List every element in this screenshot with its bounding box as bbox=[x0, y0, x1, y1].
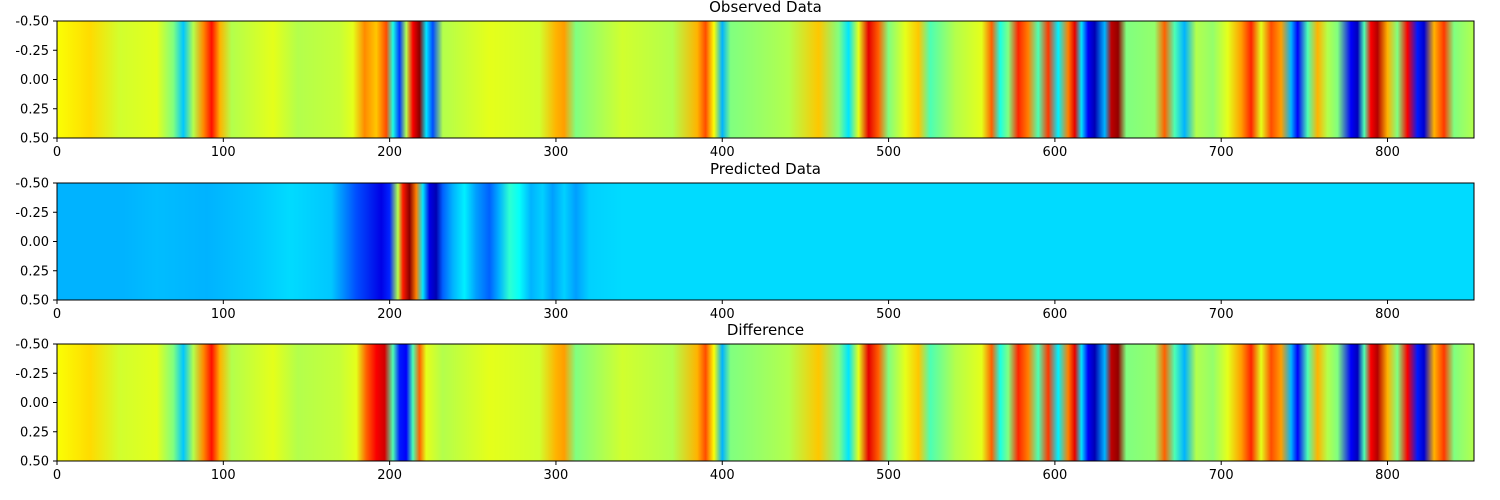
x-tick-label: 0 bbox=[53, 468, 61, 483]
x-tick-label: 400 bbox=[710, 468, 735, 483]
x-tick-label: 600 bbox=[1042, 145, 1067, 160]
x-tick-label: 400 bbox=[710, 307, 735, 322]
y-tick-label: -0.50 bbox=[15, 338, 49, 353]
x-tick-label: 200 bbox=[377, 145, 402, 160]
panel-2: Predicted Data 0 100 200 300 400 500 600 700 800 -… bbox=[15, 160, 1475, 322]
y-tick-label: 0.00 bbox=[20, 73, 49, 88]
y-tick-label: 0.00 bbox=[20, 235, 49, 250]
y-tick-label: -0.50 bbox=[15, 15, 49, 30]
x-tick-label: 0 bbox=[53, 307, 61, 322]
heatmap-image bbox=[57, 21, 1474, 138]
x-tick-label: 200 bbox=[377, 468, 402, 483]
y-tick-label: 0.00 bbox=[20, 396, 49, 411]
y-tick-label: -0.25 bbox=[15, 44, 49, 59]
panel-1: Observed Data 0 100 200 300 400 500 600 700 800 -0… bbox=[15, 0, 1475, 160]
y-tick-label: -0.25 bbox=[15, 367, 49, 382]
y-tick-label: 0.25 bbox=[20, 102, 49, 117]
y-tick-label: 0.25 bbox=[20, 425, 49, 440]
x-tick-label: 400 bbox=[710, 145, 735, 160]
heatmap-image bbox=[57, 344, 1474, 461]
x-tick-label: 500 bbox=[876, 468, 901, 483]
panel-3: Difference 0 100 200 300 400 500 600 700 800 -0.50… bbox=[15, 321, 1475, 483]
x-tick-label: 100 bbox=[211, 468, 236, 483]
chart-title: Difference bbox=[727, 321, 804, 339]
x-tick-label: 500 bbox=[876, 145, 901, 160]
y-tick-label: 0.50 bbox=[20, 294, 49, 309]
x-tick-label: 500 bbox=[876, 307, 901, 322]
y-tick-label: 0.25 bbox=[20, 264, 49, 279]
chart-title: Predicted Data bbox=[710, 160, 821, 178]
y-tick-label: 0.50 bbox=[20, 132, 49, 147]
x-tick-label: 300 bbox=[544, 307, 569, 322]
x-tick-label: 0 bbox=[53, 145, 61, 160]
x-tick-label: 600 bbox=[1042, 468, 1067, 483]
x-tick-label: 300 bbox=[544, 468, 569, 483]
heatmap-image bbox=[57, 183, 1474, 300]
x-tick-label: 200 bbox=[377, 307, 402, 322]
x-tick-label: 700 bbox=[1209, 145, 1234, 160]
x-tick-label: 600 bbox=[1042, 307, 1067, 322]
x-tick-label: 700 bbox=[1209, 468, 1234, 483]
y-tick-label: -0.50 bbox=[15, 177, 49, 192]
x-tick-label: 800 bbox=[1375, 468, 1400, 483]
x-tick-label: 800 bbox=[1375, 307, 1400, 322]
x-tick-label: 300 bbox=[544, 145, 569, 160]
y-tick-label: 0.50 bbox=[20, 455, 49, 470]
x-tick-label: 100 bbox=[211, 307, 236, 322]
chart-title: Observed Data bbox=[709, 0, 822, 16]
y-tick-label: -0.25 bbox=[15, 206, 49, 221]
x-tick-label: 700 bbox=[1209, 307, 1234, 322]
x-tick-label: 100 bbox=[211, 145, 236, 160]
x-tick-label: 800 bbox=[1375, 145, 1400, 160]
